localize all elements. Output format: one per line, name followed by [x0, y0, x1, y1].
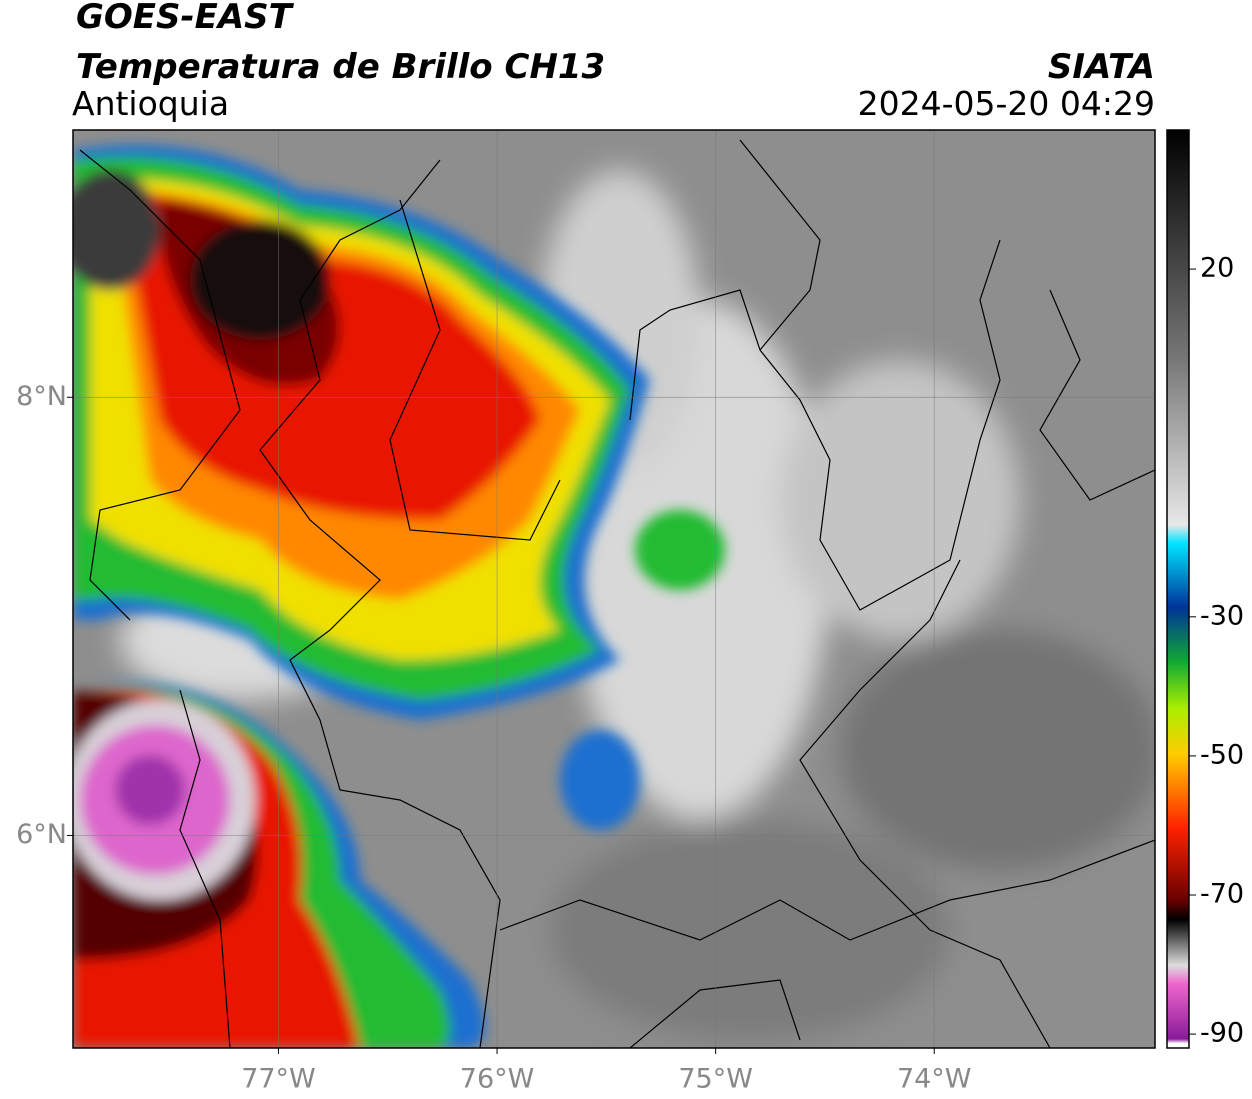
satellite-image — [73, 130, 1155, 1048]
x-tick-label: 77°W — [241, 1064, 316, 1095]
region: Antioquia — [72, 84, 229, 123]
title: GOES-EAST — [76, 0, 295, 37]
datetime: 2024-05-20 04:29 — [858, 84, 1155, 123]
x-tick-label: 74°W — [897, 1064, 972, 1095]
colorbar-tick-label: -90 — [1200, 1018, 1244, 1049]
colorbar-tick-label: 20 — [1200, 253, 1234, 284]
y-tick-label: 8°N — [16, 381, 67, 412]
subtitle: Temperatura de Brillo CH13 — [76, 47, 605, 87]
source: SIATA — [1048, 47, 1155, 87]
x-tick-label: 75°W — [678, 1064, 753, 1095]
y-tick-label: 6°N — [16, 819, 67, 850]
colorbar-tick-label: -70 — [1200, 879, 1244, 910]
colorbar-tick-label: -50 — [1200, 739, 1244, 770]
colorbar-tick-label: -30 — [1200, 600, 1244, 631]
colorbar — [1166, 129, 1190, 1049]
x-tick-label: 76°W — [460, 1064, 535, 1095]
map-frame — [72, 129, 1156, 1049]
